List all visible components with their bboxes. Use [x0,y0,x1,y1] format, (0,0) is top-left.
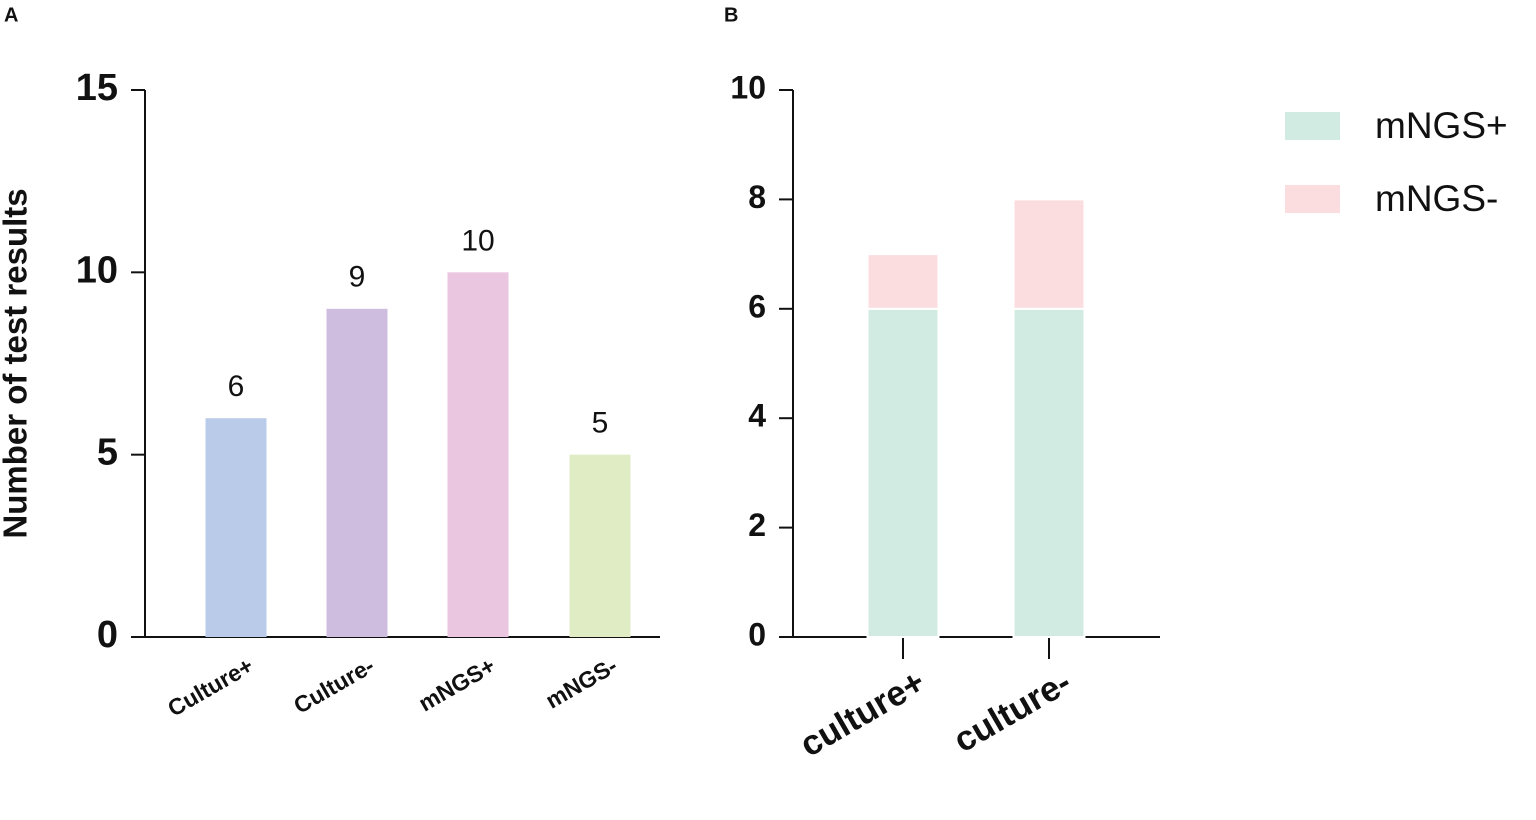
value-label: 9 [349,261,366,294]
y-tick-label: 10 [730,69,766,105]
value-label: 10 [461,224,494,257]
bar-segment [1012,307,1086,638]
y-tick-label: 0 [97,614,118,656]
y-tick-label: 15 [76,67,118,109]
y-tick-label: 6 [748,288,766,324]
legend-swatch [1285,112,1340,140]
y-tick-label: 2 [748,507,766,543]
y-tick-label: 10 [76,249,118,291]
bar [205,418,267,637]
y-tick-label: 4 [748,398,766,434]
bar-segment [866,253,940,310]
panel-label: A [4,4,18,26]
bar-segment [1012,198,1086,310]
bar [569,454,631,637]
y-axis-label: Number of test results [0,188,34,538]
y-tick-label: 5 [97,432,118,474]
x-tick-label: Culture- [289,652,378,719]
panel-label: B [724,4,738,26]
x-tick-label: culture- [947,662,1078,760]
y-tick-label: 0 [748,616,766,652]
x-tick-label: Culture+ [163,652,257,721]
value-label: 6 [228,370,245,403]
x-tick-label: mNGS- [541,652,622,713]
x-tick-label: mNGS+ [414,652,500,716]
legend-label: mNGS+ [1375,105,1508,146]
value-label: 5 [592,407,609,440]
x-tick-label: culture+ [793,662,931,764]
legend-label: mNGS- [1375,178,1498,219]
bar [326,308,388,637]
bar [447,272,509,637]
y-tick-label: 8 [748,179,766,215]
bar-segment [866,307,940,638]
legend-swatch [1285,185,1340,213]
